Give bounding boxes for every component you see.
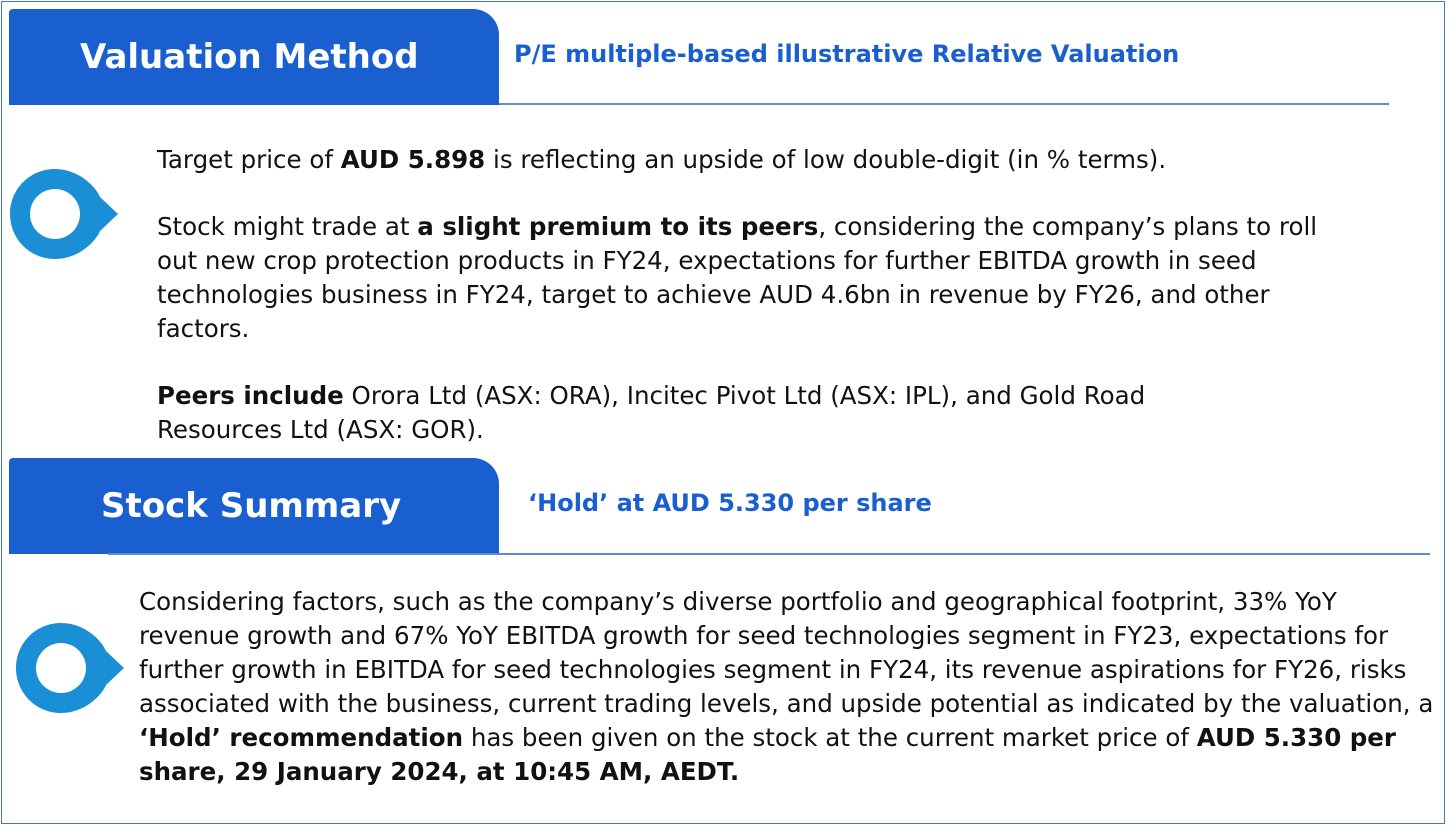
premium-text-end: , considering the company’s plans to rol… bbox=[157, 212, 1318, 343]
valuation-method-title: Valuation Method bbox=[80, 37, 419, 77]
valuation-divider bbox=[499, 103, 1389, 105]
summary-paragraph: Considering factors, such as the company… bbox=[139, 585, 1434, 789]
premium-paragraph: Stock might trade at a slight premium to… bbox=[157, 210, 1322, 346]
summary-divider bbox=[108, 553, 1430, 555]
target-price-text-start: Target price of bbox=[157, 145, 341, 174]
target-price-paragraph: Target price of AUD 5.898 is reflecting … bbox=[157, 143, 1337, 177]
target-price-text-end: is reflecting an upside of low double-di… bbox=[485, 145, 1167, 174]
valuation-method-tab: Valuation Method bbox=[9, 9, 499, 105]
peers-list: Orora Ltd (ASX: ORA), Incitec Pivot Ltd … bbox=[157, 381, 1146, 444]
premium-text-start: Stock might trade at bbox=[157, 212, 418, 241]
stock-summary-subtitle: ‘Hold’ at AUD 5.330 per share bbox=[528, 489, 932, 517]
location-pin-icon bbox=[16, 623, 124, 713]
market-price-detail: AUD 5.330 per share, 29 January 2024, at… bbox=[139, 723, 1397, 786]
peers-paragraph: Peers include Orora Ltd (ASX: ORA), Inci… bbox=[157, 379, 1267, 447]
target-price-value: AUD 5.898 bbox=[340, 145, 486, 174]
summary-text-middle: has been given on the stock at the curre… bbox=[463, 723, 1197, 752]
valuation-method-subtitle: P/E multiple-based illustrative Relative… bbox=[514, 40, 1180, 68]
stock-summary-tab: Stock Summary bbox=[9, 458, 499, 554]
location-pin-icon bbox=[10, 169, 118, 259]
hold-recommendation: ‘Hold’ recommendation bbox=[139, 723, 464, 752]
peers-label: Peers include bbox=[157, 381, 344, 410]
summary-text-start: Considering factors, such as the company… bbox=[139, 587, 1434, 718]
premium-highlight: a slight premium to its peers bbox=[417, 212, 819, 241]
stock-summary-title: Stock Summary bbox=[101, 486, 402, 526]
